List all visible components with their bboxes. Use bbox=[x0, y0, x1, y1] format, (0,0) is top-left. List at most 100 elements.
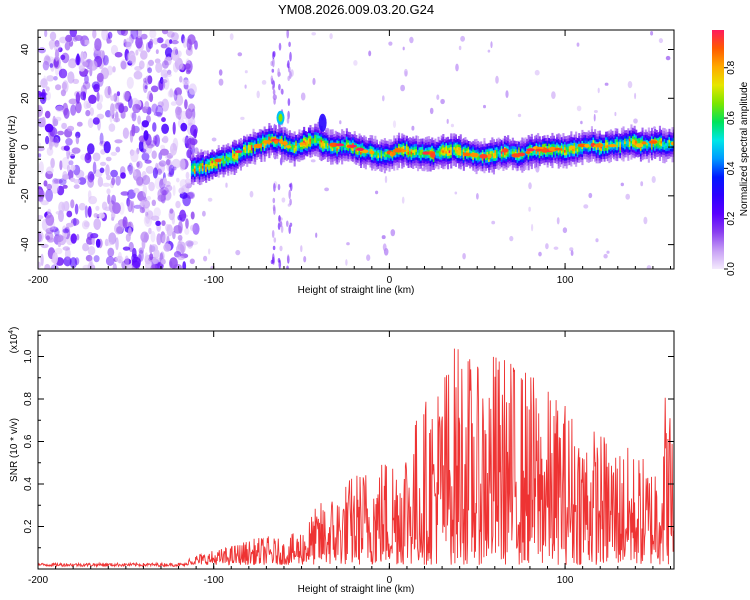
spectrogram-ridge-cell bbox=[263, 131, 266, 135]
spectrogram-ridge-cell bbox=[200, 157, 203, 161]
spectrogram-ridge-cell bbox=[402, 158, 405, 162]
spectrogram-ridge-cell bbox=[671, 148, 674, 152]
spectrogram-ridge-cell bbox=[447, 147, 450, 151]
spectrogram-ridge-cell bbox=[662, 149, 665, 153]
spectrogram-ridge-cell bbox=[203, 178, 206, 181]
spectrogram-ridge-cell bbox=[616, 144, 619, 148]
spectrogram-ridge-peak bbox=[462, 152, 471, 157]
spectrogram-ridge-cell bbox=[602, 150, 605, 154]
spectrogram-ridge-cell bbox=[630, 145, 633, 149]
spectrogram-ridge-cell bbox=[617, 149, 620, 153]
spectrogram-ridge-cell bbox=[407, 143, 410, 147]
spectrogram-ridge-cell bbox=[546, 164, 549, 168]
spectrogram-ridge-cell bbox=[401, 144, 404, 148]
spectrogram-ridge-cell bbox=[208, 175, 211, 179]
spectrogram-ridge-cell bbox=[570, 134, 573, 137]
spectrogram-ridge-cell bbox=[208, 170, 211, 173]
spectrogram-ridge-cell bbox=[671, 127, 674, 131]
spectrogram-ridge-cell bbox=[249, 155, 252, 159]
spectrogram-ridge-peak bbox=[285, 145, 292, 149]
spectrogram-ridge-cell bbox=[374, 168, 377, 171]
spectrogram-ridge-cell bbox=[666, 131, 669, 135]
spectrogram-ridge-cell bbox=[551, 165, 554, 169]
spectrogram-speckle-cell bbox=[218, 69, 223, 76]
spectrogram-noise-cell bbox=[38, 153, 42, 158]
spectrogram-ridge-cell bbox=[315, 145, 318, 149]
spectrogram-ridge-cell bbox=[491, 169, 494, 173]
spectrogram-ridge-cell bbox=[336, 158, 339, 162]
spectrogram-ridge-cell bbox=[205, 179, 208, 183]
spectrogram-noise-cell bbox=[46, 75, 55, 82]
spectrogram-ridge-cell bbox=[443, 149, 446, 153]
spectrogram-ridge-cell bbox=[371, 156, 374, 160]
spectrogram-ridge-cell bbox=[328, 147, 331, 151]
spectrogram-speckle-cell bbox=[235, 249, 241, 256]
spectrogram-ridge-cell bbox=[608, 149, 611, 153]
spectrogram-ridge-cell bbox=[666, 134, 669, 138]
spectrogram-ridge-cell bbox=[492, 144, 495, 148]
spectrogram-ridge-cell bbox=[625, 154, 628, 158]
spectrogram-ridge-cell bbox=[315, 139, 318, 143]
spectrogram-ridge-cell bbox=[265, 142, 268, 146]
spectrogram-ridge-cell bbox=[355, 153, 358, 157]
spectrogram-ridge-cell bbox=[459, 147, 462, 151]
spectrogram-noise-cell bbox=[40, 200, 49, 206]
spectrogram-noise-cell bbox=[190, 211, 195, 220]
spectrogram-ridge-cell bbox=[367, 151, 370, 155]
spectrogram-ridge-cell bbox=[197, 175, 200, 179]
spectrogram-ridge-cell bbox=[519, 164, 522, 168]
spectrogram-ridge-cell bbox=[432, 161, 435, 165]
spectrogram-ridge-cell bbox=[622, 129, 625, 132]
spectrogram-ridge-cell bbox=[481, 152, 484, 156]
spectrogram-ridge-cell bbox=[576, 159, 579, 163]
spectrogram-noise-cell bbox=[138, 249, 144, 262]
spectrogram-noise-cell bbox=[150, 264, 158, 269]
spectrogram-ridge-cell bbox=[597, 147, 600, 150]
spectrogram-ridge-cell bbox=[461, 141, 464, 145]
spectrogram-ridge-cell bbox=[578, 141, 581, 145]
spectrogram-ridge-cell bbox=[575, 161, 578, 165]
spectrogram-ridge-cell bbox=[613, 153, 616, 157]
spectrogram-ridge-cell bbox=[500, 164, 503, 168]
spectrogram-ridge-cell bbox=[276, 134, 279, 138]
spectrogram-streak-cell bbox=[289, 51, 292, 62]
spectrogram-ridge-cell bbox=[246, 134, 249, 138]
spectrogram-ridge-cell bbox=[349, 137, 352, 141]
spectrogram-ridge-cell bbox=[317, 121, 320, 125]
spectrogram-ridge-cell bbox=[545, 151, 548, 155]
spectrogram-noise-cell bbox=[66, 210, 73, 218]
spectrogram-ridge-cell bbox=[573, 148, 576, 151]
spectrogram-ridge-cell bbox=[565, 160, 568, 164]
spectrogram-noise-cell bbox=[151, 103, 158, 113]
colorbar-tick-label: 0.6 bbox=[726, 111, 737, 125]
spectrogram-ridge-cell bbox=[630, 127, 633, 131]
spectrogram-ridge-cell bbox=[380, 144, 383, 148]
spectrogram-ridge-cell bbox=[320, 158, 323, 162]
spectrogram-ridge-cell bbox=[424, 142, 427, 146]
spectrogram-ridge-cell bbox=[209, 152, 212, 156]
spectrogram-noise-cell bbox=[98, 94, 104, 103]
spectrogram-ridge-cell bbox=[510, 154, 513, 158]
spectrogram-ridge-cell bbox=[336, 137, 339, 141]
spectrogram-noise-cell bbox=[172, 137, 179, 151]
spectrogram-ridge-cell bbox=[451, 149, 454, 153]
spectrogram-ridge-cell bbox=[450, 165, 453, 169]
spectrogram-ridge-cell bbox=[355, 148, 358, 152]
spectrogram-noise-cell bbox=[149, 244, 153, 255]
spectrogram-ridge-cell bbox=[508, 147, 511, 151]
spectrogram-ridge-cell bbox=[568, 151, 571, 155]
spectrogram-ridge-cell bbox=[568, 143, 571, 147]
spectrogram-ridge-cell bbox=[502, 143, 505, 147]
spectrogram-ridge-cell bbox=[500, 153, 503, 157]
spectrogram-ridge-cell bbox=[363, 156, 366, 160]
spectrogram-noise-cell bbox=[43, 75, 47, 86]
spectrogram-ridge-cell bbox=[589, 145, 592, 149]
spectrogram-ridge-cell bbox=[260, 132, 263, 136]
spectrogram-ridge-cell bbox=[391, 160, 394, 164]
spectrogram-ridge-cell bbox=[276, 147, 279, 151]
spectrogram-ridge-cell bbox=[620, 141, 623, 145]
spectrogram-noise-cell bbox=[88, 94, 97, 105]
spectrogram-noise-cell bbox=[93, 213, 99, 218]
spectrogram-ridge-cell bbox=[513, 156, 516, 160]
spectrogram-ridge-cell bbox=[214, 163, 217, 167]
